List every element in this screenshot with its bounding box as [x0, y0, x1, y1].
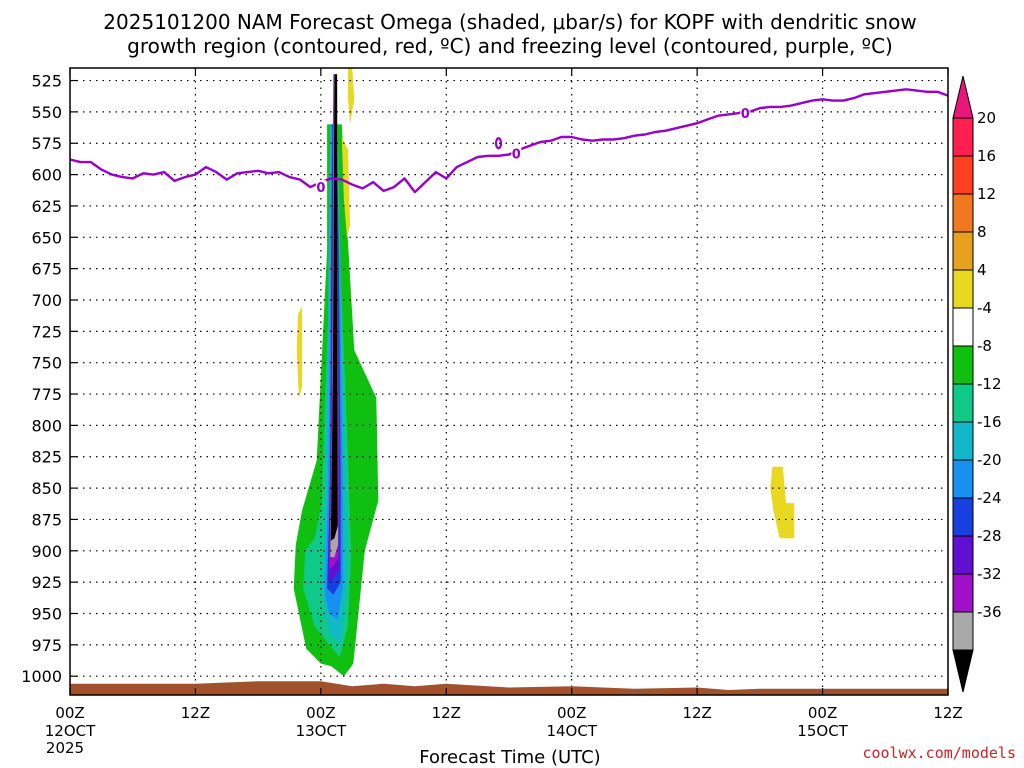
omega-shading	[293, 68, 795, 677]
colorbar-tick-label: -12	[977, 375, 1002, 393]
ground-fill	[70, 681, 948, 695]
y-tick-label: 600	[31, 166, 62, 185]
colorbar-segment	[952, 231, 974, 271]
chart-title-line-2: growth region (contoured, red, ºC) and f…	[127, 34, 893, 58]
colorbar-tick-label: 16	[977, 147, 996, 165]
omega-region	[341, 137, 351, 238]
colorbar-tick-label: -4	[977, 299, 992, 317]
x-tick-time-label: 12Z	[682, 704, 711, 722]
plot-frame	[69, 67, 949, 696]
omega-region	[330, 74, 338, 541]
chart-title-line-1: 2025101200 NAM Forecast Omega (shaded, μ…	[103, 10, 916, 34]
colorbar: 20 16 12 8 4 -4 -8 -12 -16 -20 -24 -28 -32 -36	[952, 75, 1002, 693]
y-tick-label: 700	[31, 291, 62, 310]
colorbar-tick-label: 20	[977, 109, 996, 127]
y-tick-label: 800	[31, 416, 62, 435]
x-tick-time-label: 00Z	[808, 704, 837, 722]
x-tick-time-label: 00Z	[557, 704, 586, 722]
plot-area: 0 0 0	[70, 68, 948, 695]
x-tick-time-label: 12Z	[933, 704, 962, 722]
freezing-level-contour: 0 0 0	[70, 88, 948, 196]
y-tick-label: 675	[31, 260, 62, 279]
y-tick-label: 625	[31, 197, 62, 216]
freezing-level-label: 0	[741, 107, 750, 122]
x-tick-date-label: 14OCT	[546, 722, 597, 740]
colorbar-segment	[952, 535, 974, 575]
colorbar-segment	[952, 459, 974, 499]
colorbar-tick-label: -36	[977, 603, 1002, 621]
freezing-level-small-contour	[494, 137, 503, 150]
x-tick-date-label: 13OCT	[296, 722, 347, 740]
y-tick-label: 975	[31, 636, 62, 655]
x-tick-time-label: 12Z	[181, 704, 210, 722]
colorbar-tick-label: -32	[977, 565, 1002, 583]
freezing-level-line	[70, 88, 948, 194]
x-tick-date-label: 15OCT	[797, 722, 848, 740]
y-tick-label: 1000	[21, 667, 62, 686]
colorbar-tick-label: -8	[977, 337, 992, 355]
contour-label-bg	[740, 106, 751, 121]
contour-label-bg	[315, 180, 326, 195]
credit-text: coolwx.com/models	[862, 744, 1016, 762]
y-tick-label: 550	[31, 103, 62, 122]
colorbar-tick-label: -24	[977, 489, 1002, 507]
colorbar-tick-label: 8	[977, 223, 987, 241]
freezing-level-label: 0	[512, 147, 521, 162]
y-tick-label: 925	[31, 573, 62, 592]
y-tick-label: 575	[31, 134, 62, 153]
colorbar-segment	[952, 345, 974, 385]
colorbar-high-arrow	[952, 75, 974, 119]
colorbar-tick-label: -16	[977, 413, 1002, 431]
ground-surface	[70, 681, 948, 695]
y-tick-label: 725	[31, 322, 62, 341]
y-tick-label: 750	[31, 354, 62, 373]
colorbar-segment	[952, 117, 974, 157]
y-tick-label: 950	[31, 604, 62, 623]
y-tick-label: 875	[31, 510, 62, 529]
x-tick-time-label: 12Z	[432, 704, 461, 722]
colorbar-segment	[952, 193, 974, 233]
omega-region	[770, 466, 795, 539]
colorbar-segment	[952, 307, 974, 347]
colorbar-segment	[952, 155, 974, 195]
colorbar-tick-label: -20	[977, 451, 1002, 469]
freezing-level-label: 0	[316, 181, 325, 196]
y-tick-label: 650	[31, 228, 62, 247]
colorbar-segment	[952, 421, 974, 461]
x-tick-time-label: 00Z	[306, 704, 335, 722]
colorbar-tick-label: -28	[977, 527, 1002, 545]
x-tick-year-label: 2025	[46, 739, 84, 757]
x-tick-date-label: 12OCT	[45, 722, 96, 740]
x-tick-time-label: 00Z	[55, 704, 84, 722]
y-tick-label: 900	[31, 542, 62, 561]
colorbar-segment	[952, 573, 974, 613]
y-tick-label: 850	[31, 479, 62, 498]
colorbar-segment	[952, 383, 974, 423]
x-axis-label: Forecast Time (UTC)	[419, 747, 600, 768]
colorbar-segment	[952, 269, 974, 309]
colorbar-segment	[952, 611, 974, 651]
colorbar-segment	[952, 497, 974, 537]
omega-region	[296, 306, 302, 398]
colorbar-tick-label: 12	[977, 185, 996, 203]
y-tick-label: 775	[31, 385, 62, 404]
omega-region	[348, 68, 355, 125]
contour-label-bg	[511, 146, 522, 161]
y-axis: 525 550 575 600 625 650 675 700 725 750 775 800 825 8…	[21, 72, 77, 686]
y-tick-label: 825	[31, 448, 62, 467]
colorbar-tick-label: 4	[977, 261, 987, 279]
grid-lines	[70, 68, 948, 695]
y-tick-label: 525	[31, 72, 62, 91]
colorbar-low-arrow	[952, 649, 974, 693]
